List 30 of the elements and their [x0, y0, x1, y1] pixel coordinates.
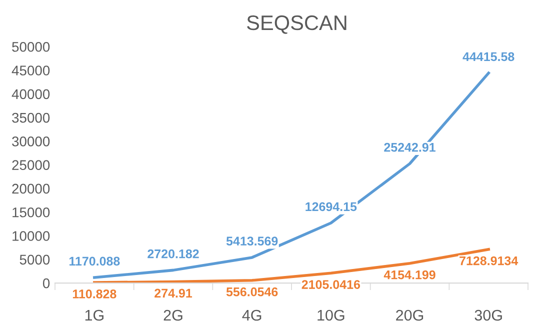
- data-label: 274.91: [154, 288, 192, 298]
- data-label: 44415.58: [462, 52, 514, 62]
- y-tick-label: 35000: [12, 112, 50, 123]
- data-label: 2105.0416: [302, 280, 360, 289]
- data-label: 5413.569: [226, 236, 278, 246]
- y-tick-label: 5000: [20, 254, 50, 265]
- y-tick-label: 40000: [12, 89, 50, 100]
- y-tick-label: 30000: [12, 136, 50, 146]
- data-label: 556.0546: [226, 287, 278, 296]
- x-tick-label: 10G: [318, 310, 344, 321]
- data-label: 12694.15: [306, 202, 357, 212]
- chart-title: SEQSCAN: [247, 15, 346, 34]
- x-tick-label: 2G: [164, 310, 182, 321]
- data-label: 7128.9134: [460, 256, 518, 266]
- data-label: 4154.199: [384, 270, 436, 280]
- y-tick-label: 50000: [12, 42, 50, 52]
- data-label: 25242.91: [384, 142, 436, 152]
- y-tick-label: 45000: [12, 66, 50, 76]
- data-label: 110.828: [72, 290, 116, 298]
- data-label: 2720.182: [148, 249, 199, 258]
- x-tick-label: 30G: [474, 310, 502, 321]
- x-tick-label: 4G: [242, 310, 262, 321]
- y-tick-label: 20000: [12, 184, 50, 194]
- x-tick-label: 1G: [85, 310, 104, 321]
- y-tick-label: 15000: [12, 207, 50, 218]
- y-tick-label: 25000: [12, 160, 50, 170]
- x-tick-label: 20G: [396, 310, 424, 321]
- y-tick-label: 0: [42, 278, 50, 288]
- data-label: 1170.088: [69, 256, 120, 266]
- y-tick-label: 10000: [12, 231, 50, 241]
